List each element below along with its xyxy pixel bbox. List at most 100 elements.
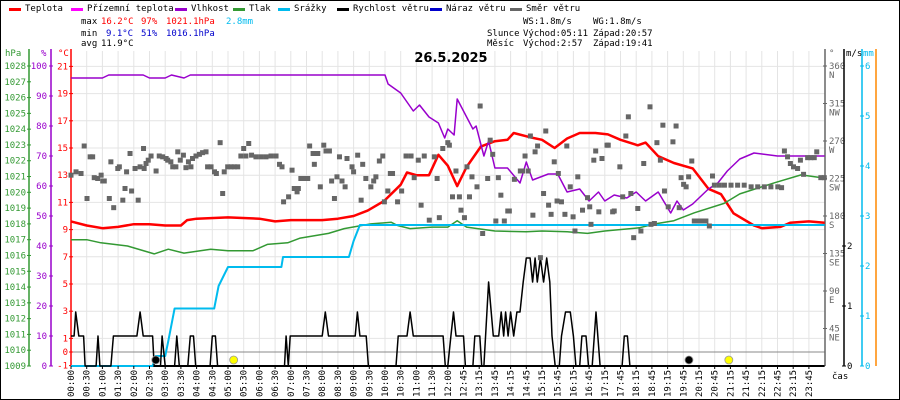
pressure-axis-unit: hPa	[5, 49, 21, 59]
temperature-tick-label: 21	[57, 62, 68, 72]
rain-tick-label: 2	[865, 262, 870, 272]
pressure-tick-label: 1017	[4, 236, 26, 246]
wind-direction-point	[665, 204, 671, 210]
wind-direction-point	[651, 221, 657, 226]
direction-compass-label: S	[829, 221, 834, 231]
wind-direction-point	[331, 196, 337, 201]
x-tick-label: 15:45	[554, 370, 564, 397]
wind-direction-point	[73, 169, 79, 175]
pressure-tick-label: 1009	[4, 362, 26, 372]
x-tick-label: 02:00	[130, 370, 140, 397]
wind-direction-point	[588, 221, 594, 227]
humidity-tick-label: 20	[36, 302, 47, 312]
x-tick-label: 01:00	[98, 370, 108, 397]
wind-direction-point	[124, 169, 130, 175]
wind-direction-point	[141, 166, 147, 171]
wind-direction-point	[390, 171, 396, 176]
wind-direction-point	[558, 199, 564, 205]
wind-direction-point	[638, 228, 644, 234]
wind-direction-point	[755, 184, 761, 190]
wind-direction-point	[431, 154, 437, 160]
sunrise-time: Východ:05:11	[523, 29, 589, 39]
direction-tick-label: 90	[829, 287, 840, 297]
wind-direction-point	[177, 157, 183, 163]
wind-direction-point	[193, 153, 199, 159]
wind-direction-point	[711, 182, 717, 188]
x-tick-label: 16:15	[569, 370, 579, 397]
wind-direction-point	[611, 208, 617, 214]
wind-direction-point	[141, 146, 147, 151]
pressure-tick-label: 1028	[4, 62, 26, 72]
humidity-axis-unit: %	[41, 49, 47, 59]
wind-direction-point	[532, 149, 538, 155]
wind-direction-point	[426, 217, 432, 223]
legend-item: Náraz větru	[430, 4, 506, 14]
wind-direction-point	[641, 161, 647, 166]
pressure-tick-label: 1022	[4, 157, 26, 167]
wind-direction-point	[787, 161, 793, 166]
wind-direction-point	[137, 164, 143, 170]
wind-direction-point	[716, 182, 722, 188]
wind-direction-point	[411, 175, 417, 181]
wind-direction-point	[81, 143, 87, 149]
x-tick-label: 06:30	[271, 370, 281, 397]
wind-direction-point	[323, 148, 329, 154]
legend-swatch	[9, 7, 21, 11]
wind-direction-point	[761, 184, 767, 190]
pressure-tick-label: 1026	[4, 94, 26, 104]
wind-direction-point	[721, 182, 727, 188]
humidity-tick-label: 90	[36, 92, 47, 102]
wind-direction-point	[781, 148, 787, 154]
wind-direction-point	[168, 159, 174, 165]
wind-direction-point	[310, 151, 316, 156]
wind-direction-point	[315, 151, 321, 156]
wind-direction-point	[183, 165, 189, 171]
direction-compass-label: W	[829, 146, 835, 156]
wind-direction-point	[585, 195, 591, 201]
wind-direction-point	[625, 114, 631, 120]
wind-direction-point	[196, 151, 202, 157]
wind-direction-point	[710, 173, 716, 179]
wind-direction-point	[368, 184, 374, 190]
legend-swatch	[337, 7, 349, 11]
wind-direction-point	[801, 171, 807, 177]
x-tick-label: 15:15	[538, 370, 548, 397]
wind-direction-point	[373, 174, 379, 180]
series-layer	[68, 74, 827, 367]
wind-direction-point	[506, 208, 512, 214]
wind-direction-point	[676, 205, 682, 211]
legend-item: Rychlost větru	[337, 4, 429, 14]
wind-direction-point	[487, 137, 493, 143]
wind-axis-unit: m/s	[846, 49, 862, 59]
wind-direction-point	[480, 231, 486, 236]
chart-title: 26.5.2025	[414, 51, 487, 66]
wind-direction-point	[520, 168, 526, 174]
legend-label: Náraz větru	[446, 4, 506, 14]
wind-direction-point	[208, 164, 214, 170]
humidity-tick-label: 50	[36, 212, 47, 222]
legend-item: Srážky	[278, 4, 327, 14]
wind-direction-point	[683, 184, 689, 190]
wind-direction-point	[351, 169, 357, 175]
wind-direction-point	[785, 154, 791, 160]
humidity-tick-label: 40	[36, 242, 47, 252]
stats-min-temp: 9.1°C	[106, 29, 134, 39]
direction-tick-label: 360	[829, 62, 845, 72]
wind-direction-point	[555, 171, 561, 176]
temperature-axis-unit: °C	[58, 49, 69, 59]
wind-direction-point	[68, 172, 74, 178]
wind-direction-point	[317, 184, 323, 190]
wind-direction-point	[498, 192, 504, 198]
wind-direction-point	[466, 194, 472, 200]
wind-direction-point	[221, 169, 227, 175]
wind-direction-point	[567, 184, 573, 190]
pressure-tick-label: 1027	[4, 78, 26, 88]
wind-direction-point	[678, 175, 684, 181]
direction-axis-unit: °	[829, 49, 834, 59]
wind-direction-point	[180, 152, 186, 158]
wind-direction-point	[647, 104, 653, 110]
wind-direction-point	[477, 103, 483, 109]
direction-compass-label: N	[829, 71, 834, 81]
